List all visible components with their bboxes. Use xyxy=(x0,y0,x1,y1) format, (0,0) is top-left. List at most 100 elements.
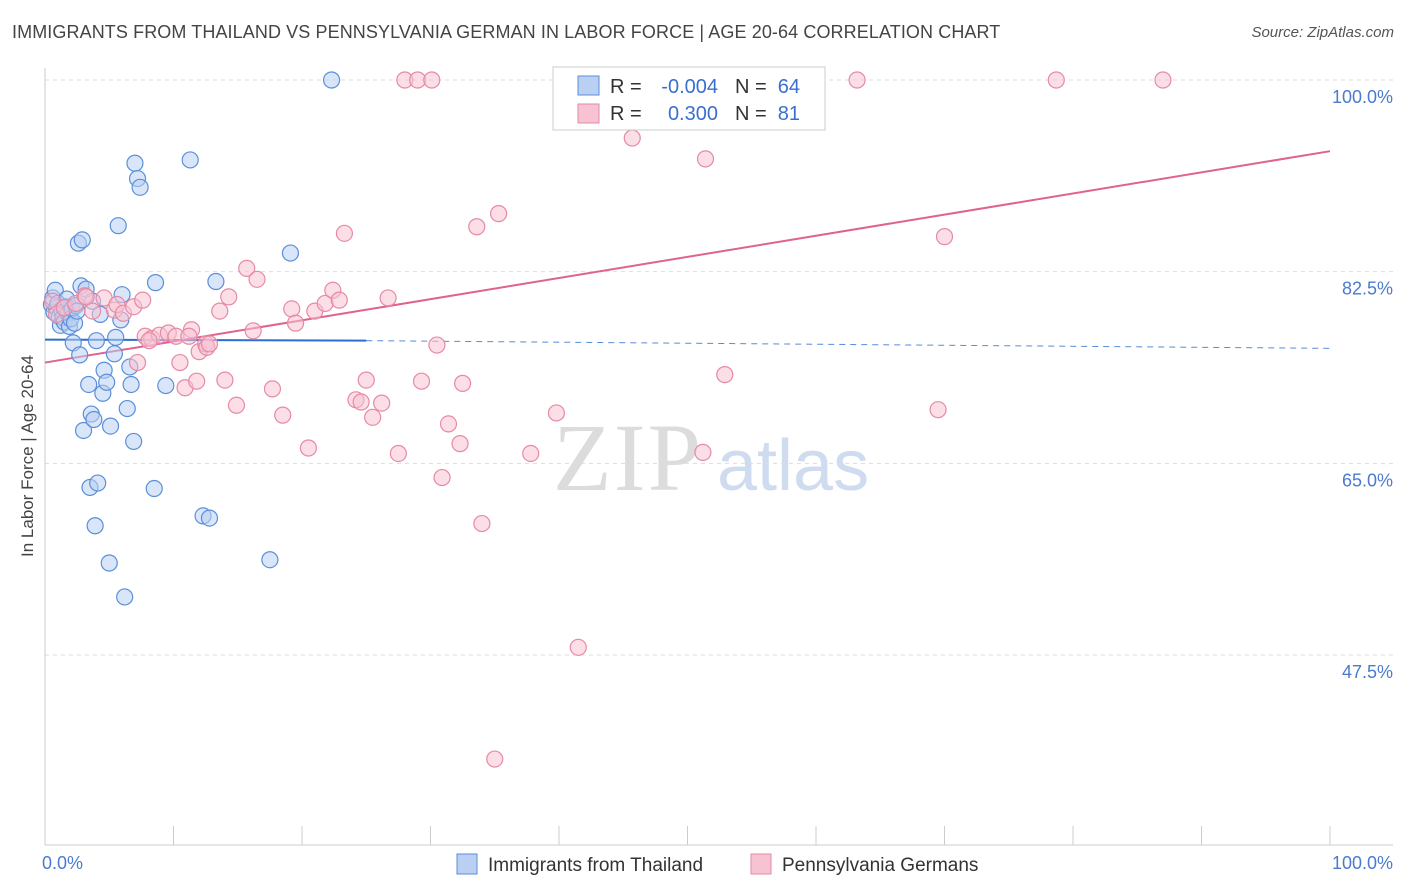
data-point-blue xyxy=(118,399,136,418)
data-point-blue xyxy=(85,410,103,429)
data-point-blue xyxy=(105,345,123,363)
data-point-blue xyxy=(100,554,118,572)
data-point-pink xyxy=(490,205,508,223)
data-point-pink xyxy=(547,404,566,422)
data-point-blue xyxy=(73,231,91,249)
y-axis-label: In Labor Force | Age 20-64 xyxy=(18,355,37,557)
grid xyxy=(45,79,1393,656)
data-point-blue xyxy=(80,375,98,394)
data-point-blue xyxy=(322,71,341,89)
series-legend-label-blue: Immigrants from Thailand xyxy=(488,855,703,876)
data-point-pink xyxy=(423,71,441,89)
data-point-pink xyxy=(357,371,375,389)
data-point-pink xyxy=(389,444,407,463)
data-point-blue xyxy=(122,375,140,394)
data-point-blue xyxy=(125,432,143,451)
data-point-pink xyxy=(451,435,469,453)
legend-r-label-1: R = xyxy=(610,76,642,98)
data-point-pink xyxy=(433,468,451,487)
data-point-pink xyxy=(623,129,641,147)
data-point-pink xyxy=(216,371,234,389)
data-point-blue xyxy=(86,517,104,535)
legend-swatch-pink xyxy=(577,103,600,124)
y-tick-labels: 47.5% 65.0% 82.5% 100.0% xyxy=(1332,87,1393,682)
data-point-pink xyxy=(211,302,229,320)
chart-title: IMMIGRANTS FROM THAILAND VS PENNSYLVANIA… xyxy=(12,22,1001,42)
series-legend-swatch-pink xyxy=(750,853,772,875)
data-point-pink xyxy=(364,408,382,426)
data-point-blue xyxy=(181,151,199,169)
trend-line-pink xyxy=(44,150,1331,364)
legend-n-label-2: N = xyxy=(735,103,767,125)
data-point-pink xyxy=(1154,71,1172,89)
trend-line-blue-dashed xyxy=(366,340,1331,349)
data-point-pink xyxy=(274,406,292,424)
data-point-pink xyxy=(379,289,397,307)
data-point-blue xyxy=(74,421,93,440)
data-point-blue xyxy=(101,417,120,435)
data-point-pink xyxy=(439,415,458,433)
data-point-pink xyxy=(486,750,504,768)
data-point-blue xyxy=(261,551,279,569)
y-tick-label: 100.0% xyxy=(1332,87,1393,107)
data-point-pink xyxy=(412,372,431,390)
data-point-pink xyxy=(569,638,587,656)
series-legend-label-pink: Pennsylvania Germans xyxy=(782,855,978,876)
correlation-legend: R = -0.004 N = 64 R = 0.300 N = 81 xyxy=(552,66,826,131)
series-legend: Immigrants from Thailand Pennsylvania Ge… xyxy=(456,853,978,876)
data-point-pink xyxy=(283,300,301,318)
data-point-blue xyxy=(200,509,219,527)
data-point-pink xyxy=(200,335,219,353)
data-point-blue xyxy=(281,244,300,262)
data-point-pink xyxy=(473,514,491,533)
data-point-pink xyxy=(128,353,147,372)
y-tick-label: 47.5% xyxy=(1342,662,1393,682)
legend-r-value-1: -0.004 xyxy=(661,76,718,98)
data-point-pink xyxy=(171,353,189,372)
legend-r-label-2: R = xyxy=(610,103,642,125)
source-credit: Source: ZipAtlas.com xyxy=(1251,24,1394,41)
data-point-blue xyxy=(146,274,165,292)
data-point-blue xyxy=(116,588,134,606)
data-point-pink xyxy=(352,393,370,411)
data-point-pink xyxy=(83,302,102,320)
data-point-pink xyxy=(220,288,238,306)
data-point-blue xyxy=(98,373,116,391)
data-point-pink xyxy=(716,366,734,384)
data-points xyxy=(42,71,1172,768)
legend-n-label-1: N = xyxy=(735,76,767,98)
legend-n-value-2: 81 xyxy=(778,103,800,125)
x-tick-label-right: 100.0% xyxy=(1332,853,1393,873)
data-point-pink xyxy=(134,291,152,309)
data-point-blue xyxy=(89,474,107,492)
data-point-pink xyxy=(244,322,262,340)
data-point-pink xyxy=(140,332,158,350)
data-point-pink xyxy=(286,314,305,332)
data-point-blue xyxy=(107,328,125,346)
axes xyxy=(44,68,1393,846)
data-point-pink xyxy=(694,443,712,461)
data-point-pink xyxy=(929,401,947,419)
y-tick-label: 65.0% xyxy=(1342,470,1393,490)
data-point-blue xyxy=(207,272,225,291)
trend-lines xyxy=(44,150,1331,364)
data-point-pink xyxy=(180,327,198,345)
data-point-pink xyxy=(335,224,354,242)
data-point-pink xyxy=(373,394,391,412)
data-point-pink xyxy=(330,291,348,309)
data-point-pink xyxy=(522,444,540,463)
x-tick-label-left: 0.0% xyxy=(42,853,83,873)
data-point-pink xyxy=(935,228,954,246)
data-point-blue xyxy=(109,217,127,235)
watermark-zip: ZIP xyxy=(553,404,703,511)
data-point-pink xyxy=(227,396,246,414)
legend-swatch-blue xyxy=(577,75,600,96)
data-point-pink xyxy=(77,288,95,306)
series-legend-swatch-blue xyxy=(456,853,478,875)
data-point-blue xyxy=(131,178,149,196)
data-point-pink xyxy=(428,336,446,354)
data-point-blue xyxy=(145,479,163,498)
data-point-blue xyxy=(87,332,106,350)
data-point-pink xyxy=(248,270,266,288)
